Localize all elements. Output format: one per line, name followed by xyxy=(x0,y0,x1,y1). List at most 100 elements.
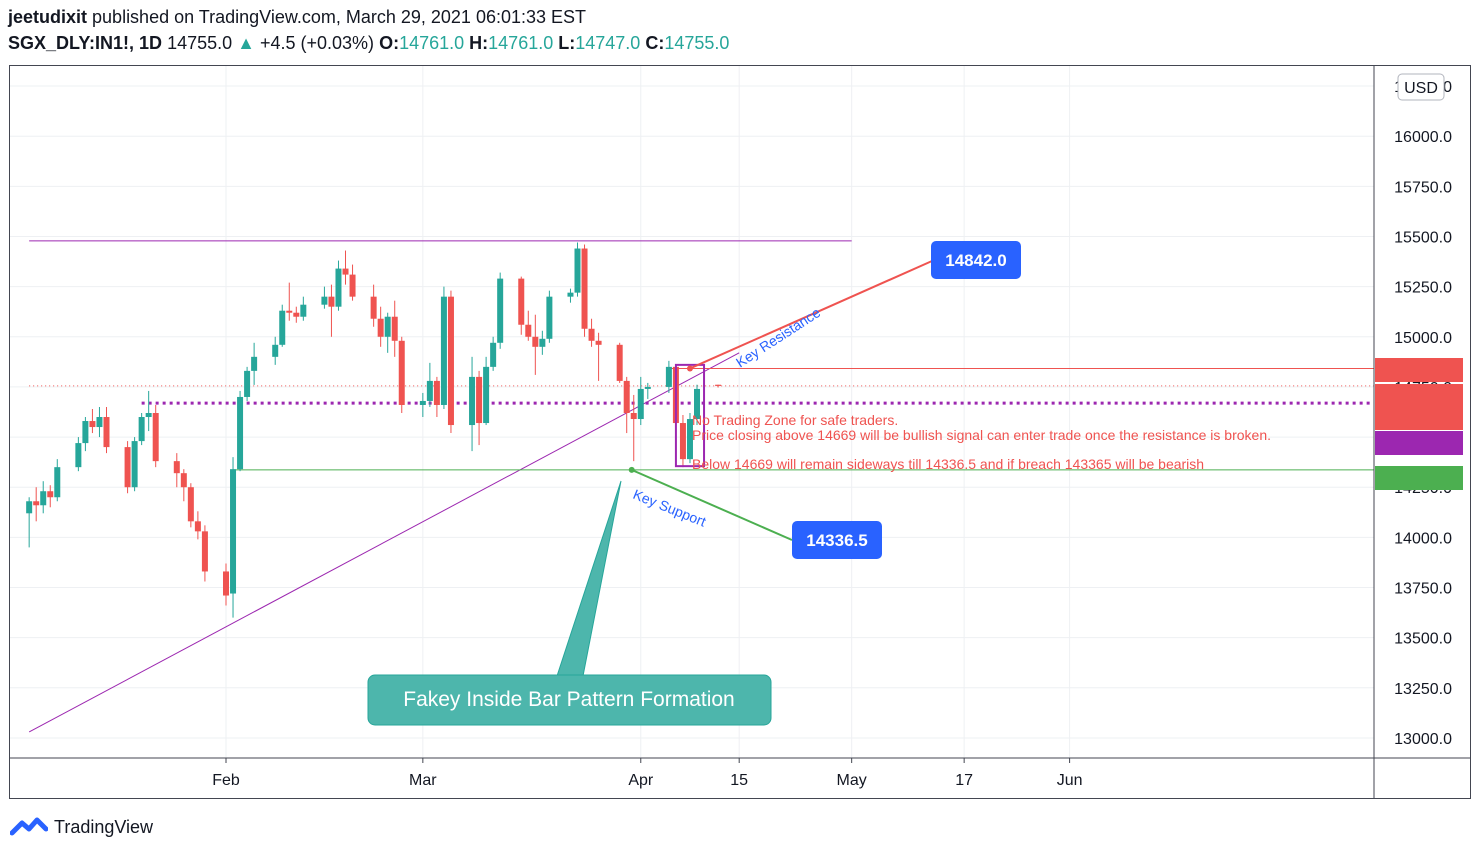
candle-body xyxy=(469,376,476,426)
price-label-box xyxy=(1375,358,1463,382)
candle-body xyxy=(223,571,229,596)
candle-body xyxy=(483,366,490,424)
candle-body xyxy=(623,380,630,414)
candle-body xyxy=(581,248,588,329)
price-label-box xyxy=(1375,466,1463,490)
candle-body xyxy=(152,413,159,462)
candle-body xyxy=(518,278,525,325)
published-text: published on TradingView.com, March 29, … xyxy=(92,7,587,27)
candle-body xyxy=(187,487,194,522)
candle-body xyxy=(679,423,686,460)
symbol-info: SGX_DLY:IN1!, 1D 14755.0 ▲ +4.5 (+0.03%)… xyxy=(8,33,729,54)
candle-body xyxy=(244,370,251,397)
candle-body xyxy=(630,413,637,420)
candle-body xyxy=(89,421,96,428)
candle-body xyxy=(103,417,110,448)
y-tick-label: 13500.0 xyxy=(1394,631,1452,648)
y-tick-label: 13250.0 xyxy=(1394,681,1452,698)
close-label: C: xyxy=(645,33,665,53)
candle-body xyxy=(476,376,483,424)
price-label-box xyxy=(1375,384,1463,430)
y-tick-label: 15750.0 xyxy=(1394,179,1452,196)
tradingview-brand: TradingView xyxy=(54,816,154,837)
y-tick-label: 13750.0 xyxy=(1394,581,1452,598)
y-tick-label: 14000.0 xyxy=(1394,530,1452,547)
candle-body xyxy=(96,417,103,428)
pattern-callout-box xyxy=(367,674,772,726)
x-tick-label: 15 xyxy=(730,772,748,789)
currency-label: USD xyxy=(1404,80,1438,97)
candle-body xyxy=(391,316,398,341)
x-tick-label: Feb xyxy=(212,772,240,789)
candle-body xyxy=(525,324,532,337)
x-tick-label: 17 xyxy=(955,772,973,789)
candle-body xyxy=(370,296,377,319)
candle-body xyxy=(377,318,384,337)
note-line-3: Below 14669 will remain sideways till 14… xyxy=(692,456,1204,472)
chart-frame[interactable] xyxy=(9,65,1471,799)
candle-body xyxy=(384,316,391,337)
close-value: 14755.0 xyxy=(664,33,730,53)
candle-body xyxy=(230,469,237,594)
candle-body xyxy=(546,296,553,339)
y-tick-label: 15500.0 xyxy=(1394,229,1452,246)
resistance-callout-box xyxy=(931,241,1021,279)
candle-body xyxy=(286,310,293,313)
candle-body xyxy=(588,328,595,341)
y-tick-label: 16000.0 xyxy=(1394,129,1452,146)
y-tick-label: 15000.0 xyxy=(1394,330,1452,347)
candle-body xyxy=(665,366,672,387)
symbol-name: SGX_DLY:IN1!, 1D xyxy=(8,33,163,53)
candle-body xyxy=(637,388,644,420)
tradingview-logo[interactable]: TradingView xyxy=(10,816,153,838)
key-support-label: Key Support xyxy=(631,486,709,530)
candle-body xyxy=(574,248,581,293)
candle-body xyxy=(300,304,307,317)
x-tick-label: Mar xyxy=(409,772,437,789)
trendline xyxy=(28,352,740,733)
open-value: 14761.0 xyxy=(399,33,465,53)
candle-body xyxy=(490,342,497,367)
candle-body xyxy=(131,441,138,488)
grid-lines xyxy=(10,66,1374,758)
open-label: O: xyxy=(379,33,400,53)
candle-body xyxy=(33,501,40,506)
inside-bar-box xyxy=(674,363,706,468)
candle-body xyxy=(440,296,447,405)
candle-body xyxy=(194,521,201,532)
high-label: H: xyxy=(469,33,489,53)
last-price: 14755.0 xyxy=(167,33,233,53)
x-tick-label: Jun xyxy=(1057,772,1083,789)
author-name[interactable]: jeetudixit xyxy=(8,7,88,27)
candle-body xyxy=(201,531,208,572)
candle-body xyxy=(694,388,701,420)
candle-body xyxy=(616,344,623,381)
candle-body xyxy=(293,312,300,317)
price-label-box xyxy=(1375,431,1463,455)
candle-body xyxy=(180,473,187,488)
candle-body xyxy=(686,419,693,460)
candle-body xyxy=(715,384,722,386)
resistance-leader xyxy=(689,260,933,370)
candle-body xyxy=(40,491,47,506)
candle-body xyxy=(75,443,82,468)
support-callout-box xyxy=(792,521,882,559)
candle-body xyxy=(54,467,61,498)
x-tick-label: May xyxy=(837,772,867,789)
candle-body xyxy=(567,292,574,297)
publish-info: jeetudixit published on TradingView.com,… xyxy=(8,7,586,28)
candle-body xyxy=(321,296,328,305)
candle-body xyxy=(237,396,244,470)
low-label: L: xyxy=(558,33,576,53)
x-tick-label: Apr xyxy=(628,772,654,789)
candle-body xyxy=(82,421,89,444)
up-arrow-icon: ▲ xyxy=(232,33,260,53)
pattern-callout-text: Fakey Inside Bar Pattern Formation xyxy=(403,688,734,711)
candle-body xyxy=(335,268,342,307)
candle-body xyxy=(47,491,54,498)
candle-body xyxy=(539,338,546,347)
tradingview-logo-icon xyxy=(10,817,48,836)
candle-body xyxy=(349,274,356,297)
candle-body xyxy=(433,380,440,405)
